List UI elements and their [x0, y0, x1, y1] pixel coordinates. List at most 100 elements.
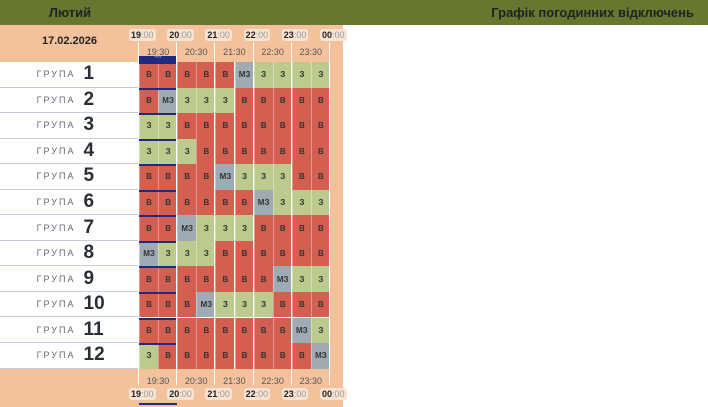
schedule-cell[interactable]: В: [196, 189, 216, 216]
schedule-cell[interactable]: З: [215, 215, 235, 241]
schedule-cell[interactable]: В: [139, 189, 159, 216]
schedule-cell[interactable]: З: [234, 164, 254, 190]
schedule-cell[interactable]: В: [253, 87, 273, 114]
schedule-cell[interactable]: В: [177, 164, 197, 190]
schedule-cell[interactable]: В: [139, 164, 159, 190]
schedule-cell[interactable]: В: [272, 291, 292, 318]
schedule-cell[interactable]: В: [139, 291, 159, 318]
schedule-cell[interactable]: З: [177, 240, 197, 267]
schedule-cell[interactable]: В: [215, 62, 235, 88]
schedule-cell[interactable]: В: [139, 62, 159, 88]
schedule-cell[interactable]: В: [234, 343, 254, 369]
schedule-cell[interactable]: З: [139, 138, 159, 165]
schedule-cell[interactable]: В: [177, 291, 197, 318]
schedule-cell[interactable]: МЗ: [272, 266, 292, 292]
schedule-cell[interactable]: МЗ: [234, 62, 254, 88]
schedule-cell[interactable]: В: [234, 266, 254, 292]
schedule-cell[interactable]: В: [215, 343, 235, 369]
schedule-cell[interactable]: В: [139, 266, 159, 292]
schedule-cell[interactable]: В: [158, 164, 178, 190]
schedule-cell[interactable]: В: [177, 62, 197, 88]
schedule-cell[interactable]: В: [272, 317, 292, 343]
schedule-cell[interactable]: В: [234, 317, 254, 343]
schedule-cell[interactable]: В: [272, 215, 292, 241]
schedule-cell[interactable]: З: [215, 87, 235, 114]
schedule-cell[interactable]: В: [291, 291, 311, 318]
schedule-cell[interactable]: В: [177, 189, 197, 216]
schedule-cell[interactable]: В: [291, 240, 311, 267]
schedule-cell[interactable]: В: [158, 215, 178, 241]
schedule-cell[interactable]: В: [272, 343, 292, 369]
schedule-cell[interactable]: В: [158, 62, 178, 88]
schedule-cell[interactable]: З: [253, 291, 273, 318]
schedule-cell[interactable]: В: [234, 240, 254, 267]
schedule-cell[interactable]: В: [139, 87, 159, 114]
schedule-cell[interactable]: В: [253, 113, 273, 139]
schedule-cell[interactable]: В: [158, 266, 178, 292]
schedule-cell[interactable]: В: [196, 164, 216, 190]
schedule-cell[interactable]: В: [253, 317, 273, 343]
schedule-cell[interactable]: В: [158, 343, 178, 369]
schedule-cell[interactable]: В: [158, 189, 178, 216]
schedule-cell[interactable]: З: [158, 113, 178, 139]
schedule-cell[interactable]: В: [196, 343, 216, 369]
schedule-cell[interactable]: В: [158, 317, 178, 343]
schedule-cell[interactable]: З: [215, 291, 235, 318]
schedule-cell[interactable]: В: [234, 138, 254, 165]
schedule-cell[interactable]: В: [272, 138, 292, 165]
schedule-cell[interactable]: В: [310, 240, 330, 267]
schedule-cell[interactable]: З: [291, 62, 311, 88]
schedule-cell[interactable]: З: [139, 113, 159, 139]
schedule-cell[interactable]: В: [291, 343, 311, 369]
schedule-cell[interactable]: В: [310, 291, 330, 318]
schedule-cell[interactable]: В: [253, 215, 273, 241]
schedule-cell[interactable]: З: [234, 215, 254, 241]
schedule-cell[interactable]: В: [215, 317, 235, 343]
schedule-cell[interactable]: З: [177, 87, 197, 114]
schedule-cell[interactable]: В: [215, 113, 235, 139]
schedule-cell[interactable]: В: [291, 164, 311, 190]
schedule-cell[interactable]: МЗ: [177, 215, 197, 241]
schedule-cell[interactable]: В: [139, 215, 159, 241]
schedule-cell[interactable]: В: [310, 113, 330, 139]
schedule-cell[interactable]: МЗ: [215, 164, 235, 190]
schedule-cell[interactable]: В: [177, 266, 197, 292]
schedule-cell[interactable]: З: [310, 189, 330, 216]
schedule-cell[interactable]: З: [253, 164, 273, 190]
schedule-cell[interactable]: В: [234, 189, 254, 216]
schedule-cell[interactable]: В: [291, 113, 311, 139]
schedule-cell[interactable]: МЗ: [139, 240, 159, 267]
schedule-cell[interactable]: В: [310, 215, 330, 241]
schedule-cell[interactable]: З: [234, 291, 254, 318]
schedule-cell[interactable]: З: [253, 62, 273, 88]
schedule-cell[interactable]: В: [215, 138, 235, 165]
schedule-cell[interactable]: З: [158, 138, 178, 165]
schedule-cell[interactable]: В: [291, 87, 311, 114]
schedule-cell[interactable]: В: [196, 113, 216, 139]
schedule-cell[interactable]: В: [310, 87, 330, 114]
schedule-cell[interactable]: В: [291, 215, 311, 241]
schedule-cell[interactable]: З: [272, 189, 292, 216]
schedule-cell[interactable]: В: [310, 164, 330, 190]
schedule-cell[interactable]: МЗ: [158, 87, 178, 114]
schedule-cell[interactable]: В: [234, 87, 254, 114]
schedule-cell[interactable]: З: [310, 62, 330, 88]
schedule-cell[interactable]: В: [234, 113, 254, 139]
schedule-cell[interactable]: В: [177, 317, 197, 343]
schedule-cell[interactable]: В: [272, 87, 292, 114]
schedule-cell[interactable]: В: [291, 138, 311, 165]
schedule-cell[interactable]: В: [177, 343, 197, 369]
schedule-cell[interactable]: В: [215, 266, 235, 292]
schedule-cell[interactable]: В: [196, 317, 216, 343]
schedule-cell[interactable]: З: [196, 87, 216, 114]
schedule-cell[interactable]: З: [139, 343, 159, 369]
schedule-cell[interactable]: В: [158, 291, 178, 318]
schedule-cell[interactable]: В: [310, 138, 330, 165]
schedule-cell[interactable]: МЗ: [253, 189, 273, 216]
schedule-cell[interactable]: В: [253, 343, 273, 369]
schedule-cell[interactable]: В: [272, 240, 292, 267]
schedule-cell[interactable]: З: [310, 317, 330, 343]
schedule-cell[interactable]: В: [139, 317, 159, 343]
schedule-cell[interactable]: З: [291, 266, 311, 292]
schedule-cell[interactable]: В: [272, 113, 292, 139]
